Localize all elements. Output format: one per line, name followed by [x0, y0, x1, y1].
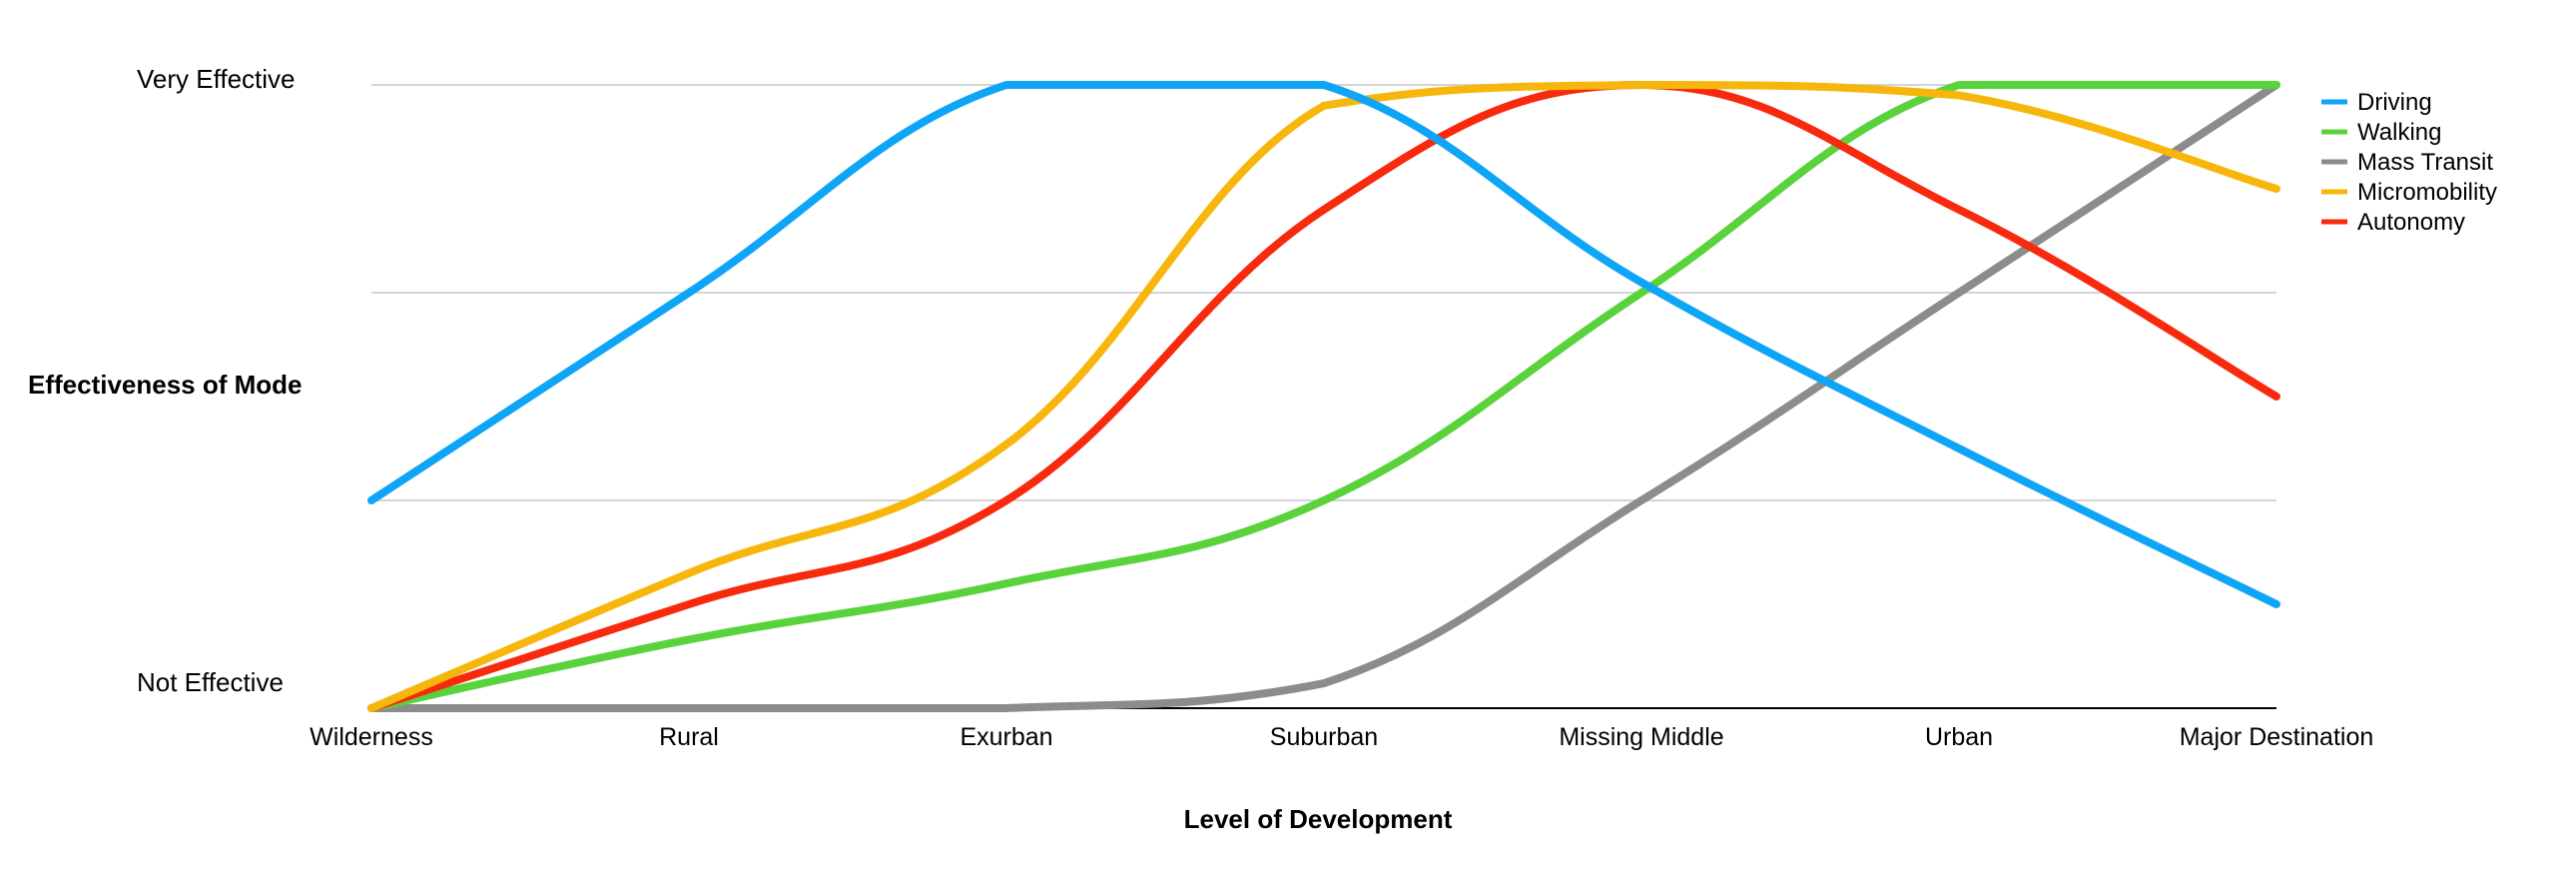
grid-lines	[371, 84, 2276, 501]
legend-label: Autonomy	[2357, 209, 2465, 236]
series-lines	[367, 80, 2280, 713]
series-line-mass-transit	[367, 81, 2280, 713]
y-tick-label-max: Very Effective	[137, 64, 296, 94]
series-line-walking	[367, 80, 2280, 712]
series-line-driving	[367, 80, 2280, 608]
x-tick-label: Suburban	[1270, 723, 1378, 751]
series-line-micromobility	[367, 81, 2280, 712]
x-tick-label: Urban	[1925, 723, 1993, 751]
legend-label: Driving	[2357, 89, 2432, 116]
x-tick-label: Missing Middle	[1559, 723, 1723, 751]
x-tick-label: Rural	[659, 723, 719, 751]
legend-item: Micromobility	[2321, 179, 2497, 206]
x-tick-label: Major Destination	[2180, 723, 2374, 751]
legend-item: Driving	[2321, 89, 2432, 116]
legend: Driving Walking Mass Transit Micromobility A…	[2321, 89, 2497, 236]
series-line-autonomy	[367, 81, 2280, 712]
x-tick-label: Wilderness	[310, 723, 433, 751]
x-tick-labels: Wilderness Rural Exurban Suburban Missing Mi…	[310, 723, 2373, 751]
y-tick-label-min: Not Effective	[137, 667, 284, 697]
legend-label: Micromobility	[2357, 179, 2497, 206]
legend-item: Autonomy	[2321, 209, 2465, 236]
x-tick-label: Exurban	[960, 723, 1052, 751]
legend-item: Walking	[2321, 119, 2441, 146]
y-axis-label: Effectiveness of Mode	[28, 370, 303, 400]
legend-label: Mass Transit	[2357, 149, 2493, 176]
legend-item: Mass Transit	[2321, 149, 2493, 176]
legend-label: Walking	[2357, 119, 2441, 146]
x-axis-label: Level of Development	[1184, 804, 1453, 834]
